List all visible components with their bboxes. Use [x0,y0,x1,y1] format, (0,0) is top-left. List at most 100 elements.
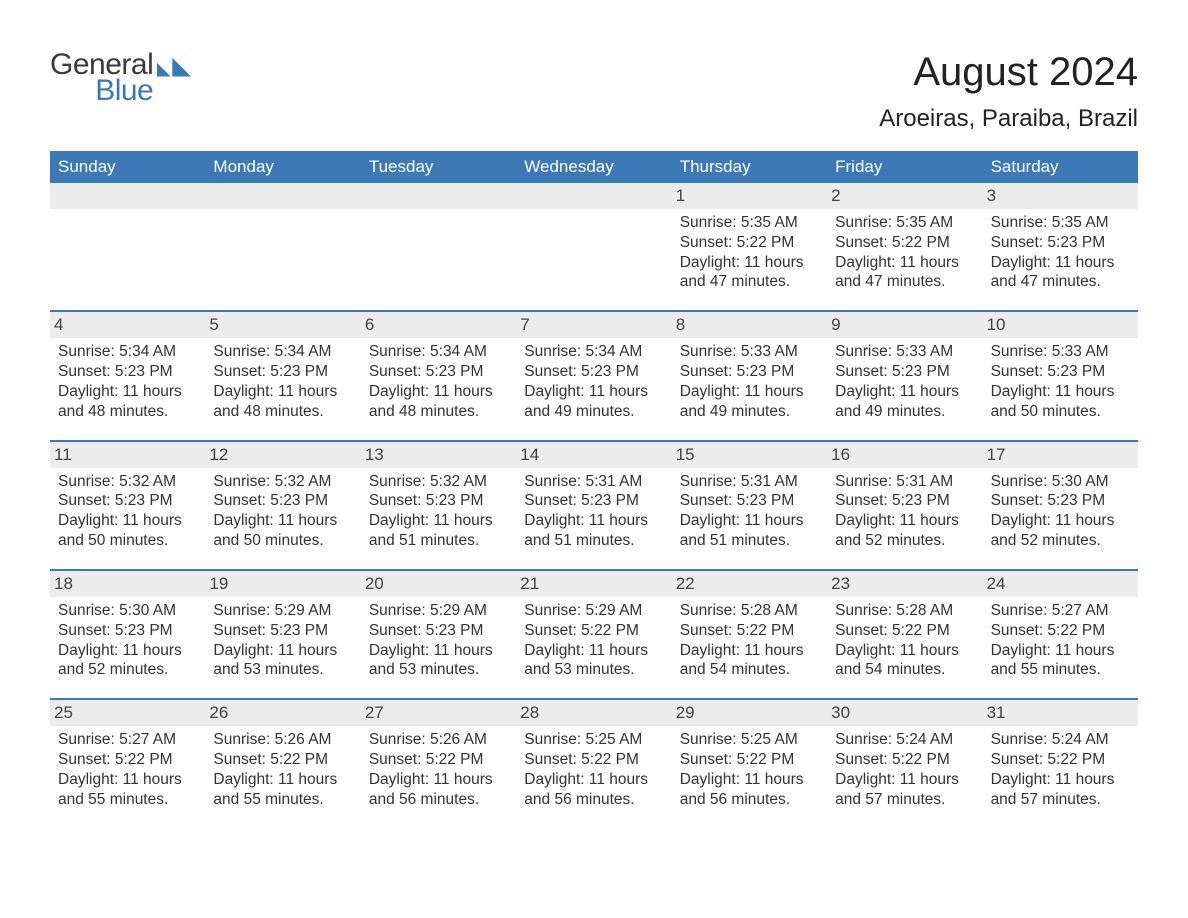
calendar-day: 19 Sunrise: 5:29 AMSunset: 5:23 PMDayligh… [205,571,360,698]
day-detail: Sunrise: 5:32 AMSunset: 5:23 PMDaylight:… [213,472,352,551]
calendar-day: 31 Sunrise: 5:24 AMSunset: 5:22 PMDayligh… [983,700,1138,827]
day-detail: Sunrise: 5:35 AMSunset: 5:22 PMDaylight:… [680,213,819,292]
calendar-day: 6Sunrise: 5:34 AMSunset: 5:23 PMDaylight… [361,312,516,439]
calendar-day: 16Sunrise: 5:31 AMSunset: 5:23 PMDayligh… [827,442,982,569]
day-number: 28 [516,700,671,726]
weekday-header-row: SundayMondayTuesdayWednesdayThursdayFrid… [50,151,1138,183]
location-subtitle: Aroeiras, Paraiba, Brazil [879,105,1138,133]
day-number: 26 [205,700,360,726]
day-number [361,183,516,209]
calendar-day: 14 Sunrise: 5:31 AMSunset: 5:23 PMDayligh… [516,442,671,569]
calendar-day-empty [516,183,671,310]
calendar-day: 28 Sunrise: 5:25 AMSunset: 5:22 PMDayligh… [516,700,671,827]
day-detail: Sunrise: 5:24 AMSunset: 5:22 PMDaylight:… [835,730,974,809]
day-detail: Sunrise: 5:34 AMSunset: 5:23 PMDaylight:… [58,342,197,421]
weekday-header: Sunday [50,151,205,183]
day-number: 19 [205,571,360,597]
day-number: 4 [50,312,205,338]
calendar-day: 27 Sunrise: 5:26 AMSunset: 5:22 PMDayligh… [361,700,516,827]
calendar-week: 18 Sunrise: 5:30 AMSunset: 5:23 PMDayligh… [50,569,1138,698]
calendar-day: 5 Sunrise: 5:34 AMSunset: 5:23 PMDaylight… [205,312,360,439]
day-number: 23 [827,571,982,597]
day-detail: Sunrise: 5:27 AMSunset: 5:22 PMDaylight:… [991,601,1130,680]
day-number: 21 [516,571,671,597]
calendar-week: 11 Sunrise: 5:32 AMSunset: 5:23 PMDayligh… [50,440,1138,569]
day-detail: Sunrise: 5:31 AMSunset: 5:23 PMDaylight:… [524,472,663,551]
day-number: 12 [205,442,360,468]
logo-mark-icon [157,50,191,85]
calendar-day: 26 Sunrise: 5:26 AMSunset: 5:22 PMDayligh… [205,700,360,827]
day-number: 9 [827,312,982,338]
day-detail: Sunrise: 5:26 AMSunset: 5:22 PMDaylight:… [369,730,508,809]
day-number: 27 [361,700,516,726]
day-detail: Sunrise: 5:29 AMSunset: 5:23 PMDaylight:… [213,601,352,680]
day-number: 2 [827,183,982,209]
calendar-day-empty [50,183,205,310]
day-detail: Sunrise: 5:29 AMSunset: 5:23 PMDaylight:… [369,601,508,680]
day-detail: Sunrise: 5:28 AMSunset: 5:22 PMDaylight:… [835,601,974,680]
weekday-header: Wednesday [516,151,671,183]
calendar-day-empty [361,183,516,310]
day-number: 14 [516,442,671,468]
day-number: 29 [672,700,827,726]
calendar-week: 25 Sunrise: 5:27 AMSunset: 5:22 PMDayligh… [50,698,1138,827]
day-number: 16 [827,442,982,468]
calendar-day: 20 Sunrise: 5:29 AMSunset: 5:23 PMDayligh… [361,571,516,698]
day-number: 7 [516,312,671,338]
logo: General Blue [50,50,191,106]
calendar-day: 21 Sunrise: 5:29 AMSunset: 5:22 PMDayligh… [516,571,671,698]
day-detail: Sunrise: 5:33 AMSunset: 5:23 PMDaylight:… [991,342,1130,421]
day-detail: Sunrise: 5:31 AMSunset: 5:23 PMDaylight:… [680,472,819,551]
day-detail: Sunrise: 5:27 AMSunset: 5:22 PMDaylight:… [58,730,197,809]
day-detail: Sunrise: 5:34 AMSunset: 5:23 PMDaylight:… [524,342,663,421]
calendar-day: 29Sunrise: 5:25 AMSunset: 5:22 PMDayligh… [672,700,827,827]
day-number: 10 [983,312,1138,338]
day-number: 20 [361,571,516,597]
day-detail: Sunrise: 5:33 AMSunset: 5:23 PMDaylight:… [835,342,974,421]
day-detail: Sunrise: 5:35 AMSunset: 5:23 PMDaylight:… [991,213,1130,292]
calendar-day: 2Sunrise: 5:35 AMSunset: 5:22 PMDaylight… [827,183,982,310]
calendar-day: 10 Sunrise: 5:33 AMSunset: 5:23 PMDayligh… [983,312,1138,439]
weekday-header: Thursday [672,151,827,183]
calendar-day: 7 Sunrise: 5:34 AMSunset: 5:23 PMDaylight… [516,312,671,439]
day-detail: Sunrise: 5:26 AMSunset: 5:22 PMDaylight:… [213,730,352,809]
day-number: 8 [672,312,827,338]
day-number [50,183,205,209]
day-number: 18 [50,571,205,597]
day-number: 31 [983,700,1138,726]
day-number: 15 [672,442,827,468]
day-number: 25 [50,700,205,726]
calendar-day: 22 Sunrise: 5:28 AMSunset: 5:22 PMDayligh… [672,571,827,698]
day-detail: Sunrise: 5:24 AMSunset: 5:22 PMDaylight:… [991,730,1130,809]
day-number: 11 [50,442,205,468]
calendar-day: 15 Sunrise: 5:31 AMSunset: 5:23 PMDayligh… [672,442,827,569]
page-title: August 2024 [879,50,1138,95]
day-detail: Sunrise: 5:30 AMSunset: 5:23 PMDaylight:… [991,472,1130,551]
day-number: 3 [983,183,1138,209]
day-detail: Sunrise: 5:29 AMSunset: 5:22 PMDaylight:… [524,601,663,680]
day-number: 13 [361,442,516,468]
weekday-header: Friday [827,151,982,183]
day-detail: Sunrise: 5:32 AMSunset: 5:23 PMDaylight:… [58,472,197,551]
calendar-day: 12 Sunrise: 5:32 AMSunset: 5:23 PMDayligh… [205,442,360,569]
day-number: 6 [361,312,516,338]
day-detail: Sunrise: 5:32 AMSunset: 5:23 PMDaylight:… [369,472,508,551]
day-detail: Sunrise: 5:30 AMSunset: 5:23 PMDaylight:… [58,601,197,680]
weekday-header: Tuesday [361,151,516,183]
day-number: 5 [205,312,360,338]
day-number: 24 [983,571,1138,597]
calendar-day: 30Sunrise: 5:24 AMSunset: 5:22 PMDayligh… [827,700,982,827]
day-number [205,183,360,209]
logo-word-2: Blue [88,76,153,106]
day-number: 22 [672,571,827,597]
calendar-day-empty [205,183,360,310]
calendar-week: 1Sunrise: 5:35 AMSunset: 5:22 PMDaylight… [50,183,1138,310]
calendar-day: 9 Sunrise: 5:33 AMSunset: 5:23 PMDaylight… [827,312,982,439]
day-number [516,183,671,209]
weekday-header: Saturday [983,151,1138,183]
day-detail: Sunrise: 5:25 AMSunset: 5:22 PMDaylight:… [524,730,663,809]
day-detail: Sunrise: 5:34 AMSunset: 5:23 PMDaylight:… [213,342,352,421]
day-number: 17 [983,442,1138,468]
day-detail: Sunrise: 5:28 AMSunset: 5:22 PMDaylight:… [680,601,819,680]
calendar-day: 24 Sunrise: 5:27 AMSunset: 5:22 PMDayligh… [983,571,1138,698]
